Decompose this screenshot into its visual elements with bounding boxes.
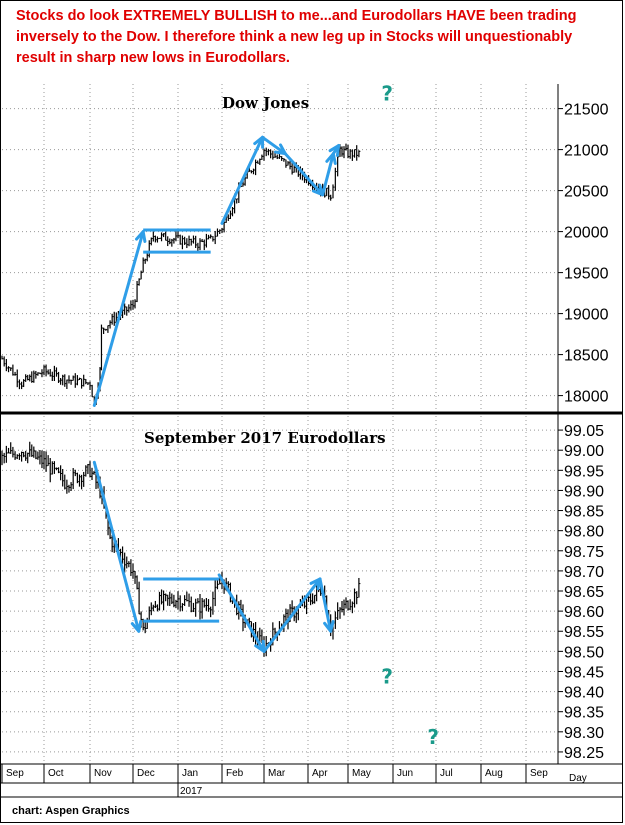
- question-mark-icon: ?: [427, 725, 439, 749]
- trend-arrow-head: [328, 144, 341, 157]
- trend-arrow: [220, 135, 264, 225]
- x-tick-label: Sep: [530, 768, 548, 779]
- x-tick-label: Dec: [137, 768, 155, 779]
- y-tick-label: 20000: [564, 225, 609, 242]
- annotations: ???: [92, 81, 439, 749]
- x-tick-label: Apr: [312, 768, 328, 779]
- y-tick-label: 98.35: [564, 705, 604, 722]
- x-year-label: 2017: [180, 786, 203, 797]
- trend-arrow: [92, 460, 141, 633]
- y-tick-label: 19500: [564, 266, 609, 283]
- x-tick-label: Feb: [226, 768, 244, 779]
- y-tick-label: 98.55: [564, 624, 604, 641]
- y-tick-label: 98.60: [564, 604, 604, 621]
- y-tick-label: 98.40: [564, 685, 604, 702]
- trend-arrow: [318, 577, 333, 633]
- x-tick-label: May: [352, 768, 371, 779]
- trend-arrow: [283, 152, 325, 197]
- y-tick-label: 21000: [564, 143, 609, 160]
- axes: 18000 18500 19000 19500 20000 20500 21000 21500…: [0, 84, 623, 798]
- x-tick-label: Sep: [6, 768, 24, 779]
- y-tick-label: 19000: [564, 307, 609, 324]
- x-tick-label: Aug: [485, 768, 503, 779]
- x-tick-label: Jun: [397, 768, 413, 779]
- y-tick-label: 99.05: [564, 423, 604, 440]
- y-tick-label: 99.00: [564, 443, 604, 460]
- eurodollar-panel-title: September 2017 Eurodollars: [144, 429, 386, 447]
- y-tick-label: 98.75: [564, 544, 604, 561]
- trend-arrow: [321, 152, 335, 197]
- y-tick-label: 98.65: [564, 584, 604, 601]
- question-mark-icon: ?: [381, 81, 393, 105]
- chart-credit: chart: Aspen Graphics: [12, 805, 130, 817]
- y-tick-label: 98.80: [564, 524, 604, 541]
- trend-arrow: [92, 230, 145, 407]
- y-tick-label: 98.25: [564, 745, 604, 762]
- y-tick-label: 21500: [564, 102, 609, 119]
- y-tick-label: 98.30: [564, 725, 604, 742]
- y-tick-label: 98.95: [564, 463, 604, 480]
- trend-arrow: [217, 573, 266, 653]
- x-tick-label: Jul: [440, 768, 453, 779]
- trend-arrow-head: [130, 619, 143, 633]
- trend-arrow: [262, 577, 322, 653]
- y-tick-label: 98.85: [564, 504, 604, 521]
- y-tick-label: 98.70: [564, 564, 604, 581]
- dow-panel-title: Dow Jones: [222, 94, 309, 112]
- y-tick-label: 98.45: [564, 664, 604, 681]
- y-tick-label: 20500: [564, 184, 609, 201]
- question-mark-icon: ?: [381, 665, 393, 689]
- x-tick-label: Mar: [268, 768, 286, 779]
- x-tick-label: Nov: [94, 768, 112, 779]
- y-tick-label: 18500: [564, 348, 609, 365]
- grid-lines: [2, 84, 558, 764]
- y-tick-label: 98.50: [564, 644, 604, 661]
- headline-text: Stocks do look EXTREMELY BULLISH to me..…: [16, 8, 577, 66]
- x-tick-label: Jan: [182, 768, 198, 779]
- trend-arrow-head: [135, 230, 147, 243]
- x-axis-unit-label: Day: [569, 773, 587, 784]
- x-tick-label: Oct: [48, 768, 64, 779]
- trend-arrow-head: [323, 620, 335, 633]
- y-tick-label: 18000: [564, 389, 609, 406]
- y-tick-label: 98.90: [564, 483, 604, 500]
- trend-arrow: [261, 135, 287, 156]
